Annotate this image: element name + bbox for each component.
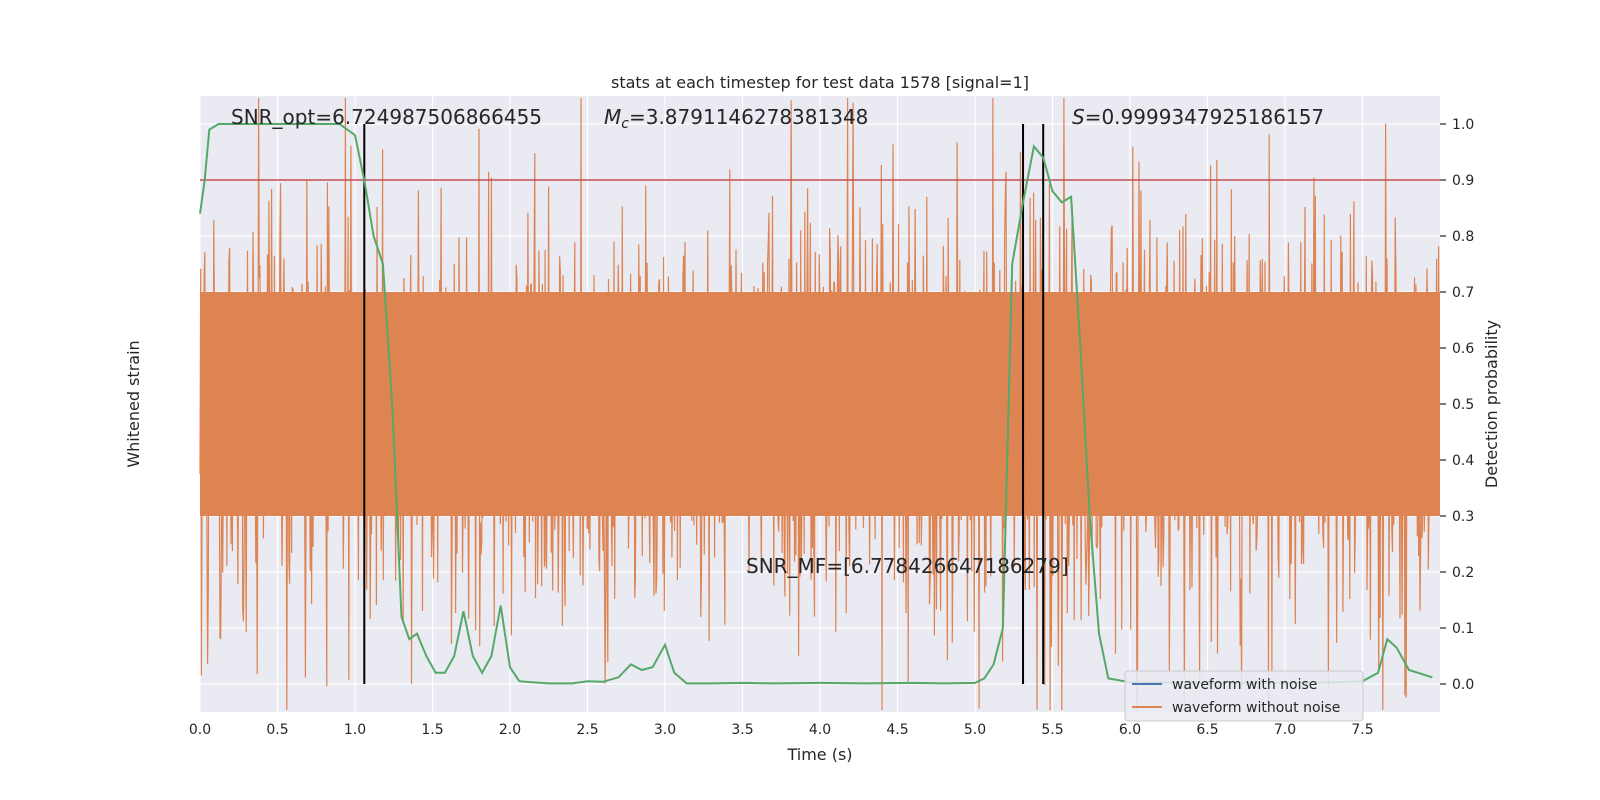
waveform-without-noise-series: [199, 97, 1440, 711]
left-axis-title: Whitened strain: [124, 340, 143, 467]
mc-annotation: Mc=3.8791146278381348: [604, 105, 868, 132]
waveform-trace: [199, 97, 1440, 711]
y-tick-label: 0.9: [1452, 173, 1474, 189]
x-tick-label: 0.0: [189, 722, 211, 738]
mc-subscript: c: [621, 116, 629, 132]
y-tick-label: 1.0: [1452, 117, 1474, 133]
detection-probability-series: [199, 123, 1433, 685]
x-tick-label: 1.0: [344, 722, 366, 738]
s-annotation: S=0.9999347925186157: [1072, 105, 1324, 129]
x-tick-label: 1.5: [421, 722, 443, 738]
mc-symbol: M: [604, 105, 621, 129]
s-symbol: S: [1072, 105, 1085, 129]
x-axis-title: Time (s): [786, 745, 852, 764]
legend-box: [1124, 670, 1364, 722]
vertical-markers: [363, 124, 1045, 684]
s-value: =0.9999347925186157: [1085, 105, 1324, 129]
legend: waveform with noise waveform without noi…: [1124, 670, 1364, 722]
y-tick-label: 0.4: [1452, 453, 1474, 469]
y-tick-label: 0.6: [1452, 341, 1474, 357]
x-tick-label: 5.0: [964, 722, 986, 738]
y-tick-label: 0.8: [1452, 229, 1474, 245]
y-tick-label: 0.3: [1452, 509, 1474, 525]
x-tick-label: 0.5: [266, 722, 288, 738]
y-tick-label: 0.2: [1452, 565, 1474, 581]
snr-opt-annotation: SNR_opt=6.724987506866455: [231, 105, 542, 129]
right-axis-ticks: 0.0 0.1 0.2 0.3 0.4 0.5 0.6 0.7 0.8 0.9 1.0: [1440, 117, 1474, 693]
x-tick-label: 7.5: [1351, 722, 1373, 738]
x-tick-label: 3.5: [731, 722, 753, 738]
snr-mf-annotation: SNR_MF=[6.778426647186279]: [746, 554, 1069, 578]
x-tick-label: 4.0: [809, 722, 831, 738]
legend-label-noise: waveform with noise: [1172, 677, 1317, 693]
legend-label-waveform: waveform without noise: [1172, 700, 1340, 716]
x-tick-label: 4.5: [886, 722, 908, 738]
x-tick-label: 2.5: [576, 722, 598, 738]
y-tick-label: 0.0: [1452, 677, 1474, 693]
x-tick-label: 6.0: [1119, 722, 1141, 738]
x-axis-ticks: 0.0 0.5 1.0 1.5 2.0 2.5 3.0 3.5 4.0 4.5 5.0 5.5 6.0 6…: [189, 722, 1374, 738]
y-tick-label: 0.1: [1452, 621, 1474, 637]
right-axis-title: Detection probability: [1482, 320, 1501, 488]
mc-value: =3.8791146278381348: [629, 105, 868, 129]
x-tick-label: 5.5: [1041, 722, 1063, 738]
x-tick-label: 6.5: [1196, 722, 1218, 738]
x-tick-label: 7.0: [1274, 722, 1296, 738]
x-tick-label: 2.0: [499, 722, 521, 738]
y-tick-label: 0.7: [1452, 285, 1474, 301]
x-tick-label: 3.0: [654, 722, 676, 738]
chart-title: stats at each timestep for test data 157…: [611, 73, 1029, 92]
y-tick-label: 0.5: [1452, 397, 1474, 413]
